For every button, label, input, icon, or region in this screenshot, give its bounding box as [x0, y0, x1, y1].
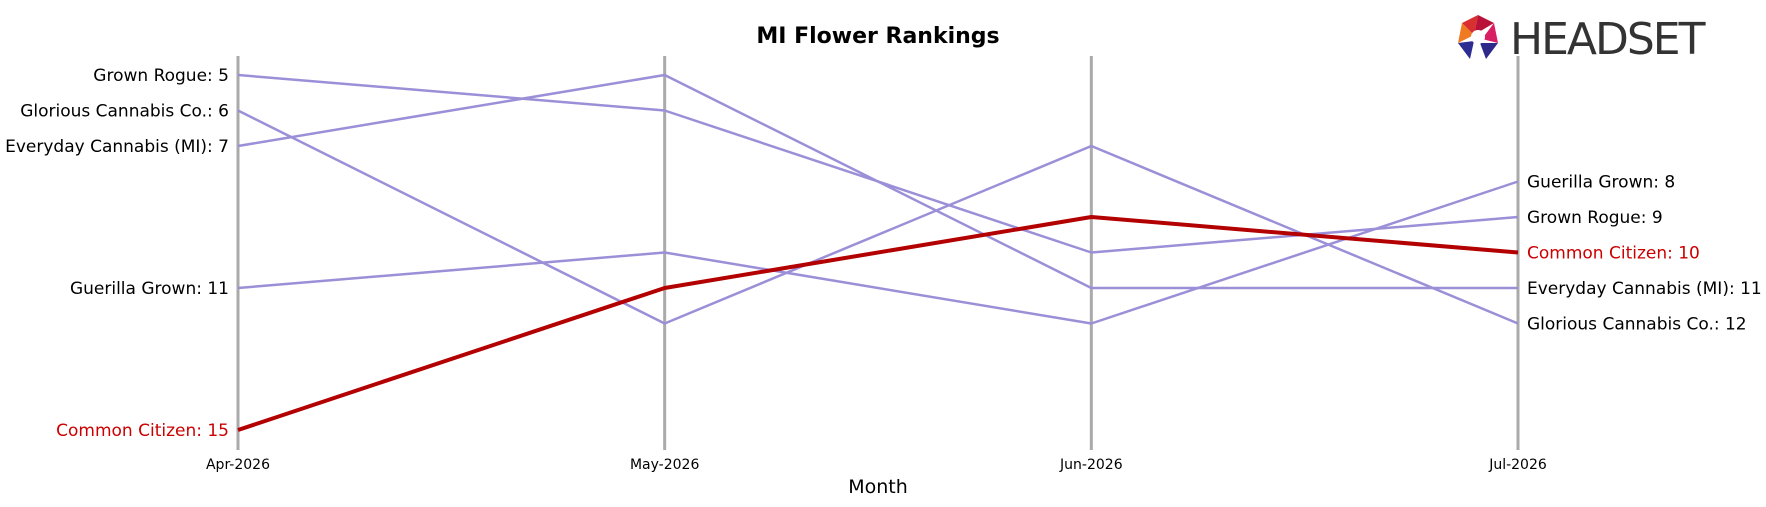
start-label: Everyday Cannabis (MI): 7 — [5, 137, 229, 157]
end-label: Guerilla Grown: 8 — [1527, 173, 1675, 193]
start-label: Glorious Cannabis Co.: 6 — [20, 102, 229, 122]
chart-title: MI Flower Rankings — [756, 24, 999, 49]
series-line-common-citizen — [237, 215, 1519, 432]
start-label: Common Citizen: 15 — [56, 421, 229, 441]
end-label: Everyday Cannabis (MI): 11 — [1527, 279, 1762, 299]
series-line-glorious-cannabis-co — [237, 109, 1519, 325]
x-tick-label: Jun-2026 — [1059, 457, 1123, 473]
end-label: Glorious Cannabis Co.: 12 — [1527, 315, 1747, 335]
series-line-grown-rogue — [237, 73, 1519, 254]
headset-logo: HEADSET — [1458, 14, 1708, 65]
end-label: Common Citizen: 10 — [1527, 244, 1700, 264]
series-line-guerilla-grown — [237, 180, 1519, 325]
series-line-everyday-cannabis-mi — [237, 73, 1518, 290]
x-axis-label: Month — [848, 476, 908, 498]
start-label: Grown Rogue: 5 — [93, 66, 229, 86]
x-tick-label: May-2026 — [630, 457, 699, 473]
x-tick-label: Jul-2026 — [1488, 457, 1547, 473]
start-label: Guerilla Grown: 11 — [70, 279, 229, 299]
x-tick-label: Apr-2026 — [206, 457, 270, 473]
headset-logo-icon — [1458, 15, 1498, 59]
end-label: Grown Rogue: 9 — [1527, 208, 1663, 228]
headset-logo-text: HEADSET — [1510, 14, 1706, 65]
